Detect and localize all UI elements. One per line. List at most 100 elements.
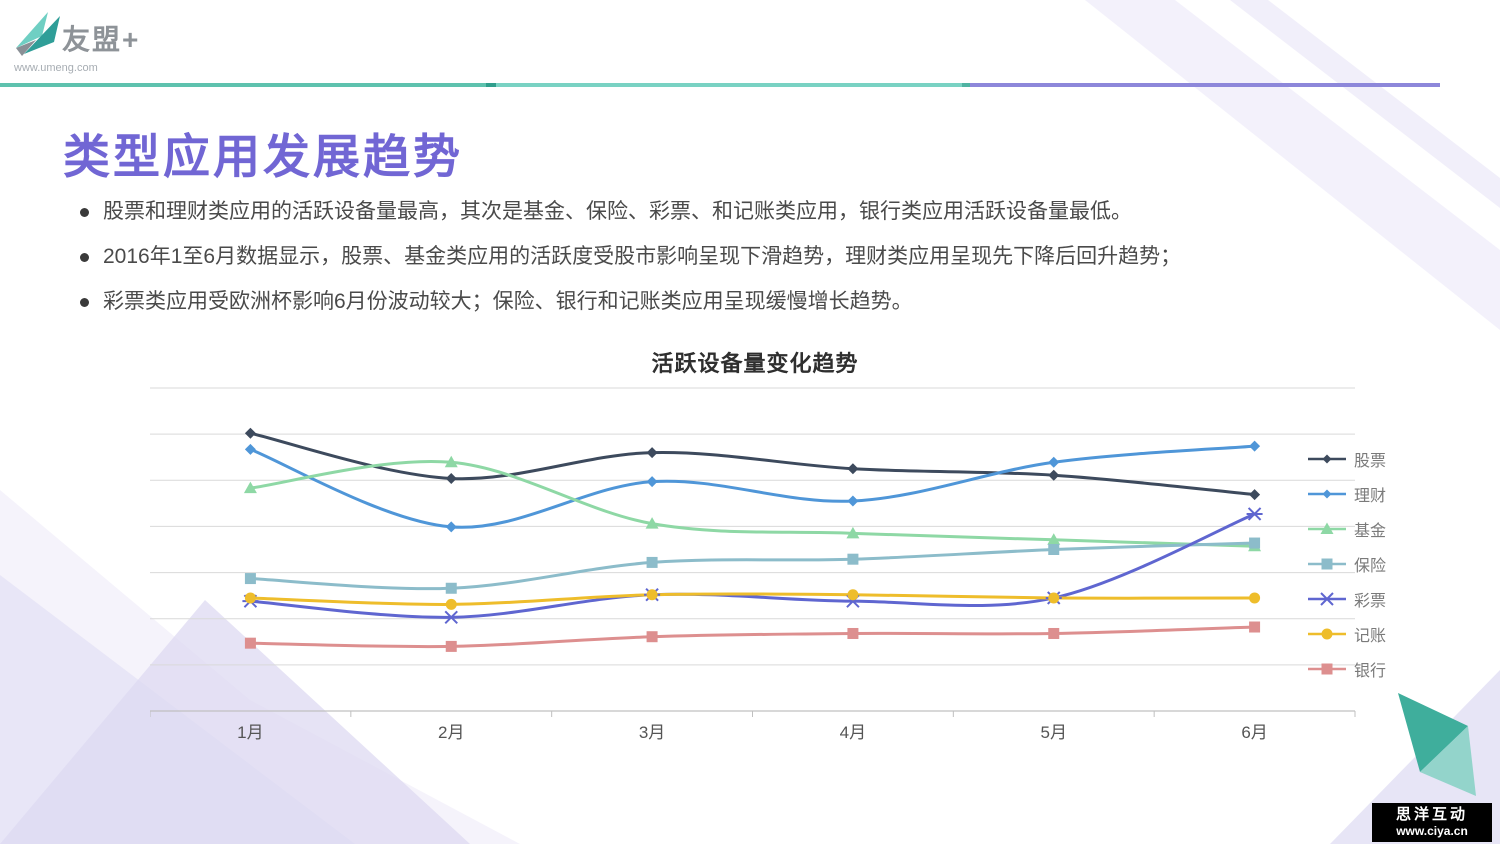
divider-joint-1 [486, 83, 496, 87]
marker-diamond [1322, 454, 1332, 464]
legend-marker-icon [1308, 558, 1346, 570]
divider-joint-2 [962, 83, 970, 87]
legend-item-保险: 保险 [1308, 553, 1386, 575]
marker-square [646, 631, 658, 643]
marker-circle [1321, 628, 1333, 640]
marker-x [1246, 507, 1263, 521]
marker-x [443, 610, 460, 625]
marker-square [1048, 627, 1060, 639]
x-axis-label: 1月 [237, 723, 263, 742]
marker-diamond [445, 521, 457, 533]
series-line-彩票 [248, 512, 1257, 619]
marker-circle [847, 589, 859, 601]
marker-square [1048, 544, 1060, 555]
marker-square [445, 582, 457, 594]
page-title: 类型应用发展趋势 [63, 130, 463, 183]
umeng-logo-url: www.umeng.com [14, 62, 98, 74]
series-line-基金 [248, 460, 1257, 548]
legend-item-基金: 基金 [1308, 518, 1386, 540]
series-line-保险 [248, 541, 1257, 591]
marker-diamond [847, 495, 859, 507]
x-axis-label: 4月 [840, 723, 866, 742]
legend-item-记账: 记账 [1308, 623, 1386, 645]
marker-circle [1048, 592, 1060, 604]
marker-triangle [1320, 522, 1334, 534]
legend-label: 彩票 [1354, 593, 1387, 610]
top-divider [0, 83, 1500, 87]
bullet-item: 2016年1至6月数据显示，股票、基金类应用的活跃度受股市影响呈现下滑趋势，理财… [80, 243, 1430, 271]
marker-square [847, 627, 859, 639]
marker-diamond [445, 472, 457, 484]
marker-square [1321, 663, 1333, 675]
legend-marker-icon [1308, 489, 1346, 499]
chart-title: 活跃设备量变化趋势 [651, 351, 859, 376]
legend-label: 理财 [1354, 488, 1387, 505]
marker-triangle [1047, 533, 1061, 545]
bullet-list: 股票和理财类应用的活跃设备量最高，其次是基金、保险、彩票、和记账类应用，银行类应… [80, 198, 1430, 333]
watermark-name: 思洋互动 [1395, 806, 1468, 823]
bullet-text: 彩票类应用受欧洲杯影响6月份波动较大；保险、银行和记账类应用呈现缓慢增长趋势。 [103, 290, 913, 313]
marker-diamond [1048, 456, 1060, 468]
chart-legend: 股票理财基金保险彩票记账银行 [1308, 448, 1386, 680]
marker-diamond [244, 427, 256, 439]
series-line-银行 [248, 625, 1257, 649]
marker-square [445, 640, 457, 652]
legend-label: 股票 [1354, 453, 1387, 470]
marker-triangle [444, 455, 458, 468]
umeng-logo-icon [16, 12, 60, 56]
umeng-logo-text: 友盟+ [62, 24, 141, 55]
x-axis-label: 5月 [1041, 723, 1067, 742]
legend-marker-icon [1308, 592, 1346, 606]
x-axis-label: 6月 [1241, 723, 1267, 742]
marker-square [1249, 537, 1261, 549]
marker-circle [244, 592, 256, 604]
marker-circle [445, 598, 457, 610]
marker-diamond [646, 476, 658, 488]
legend-marker-icon [1308, 628, 1346, 640]
legend-marker-icon [1308, 522, 1346, 534]
marker-square [1249, 621, 1261, 633]
marker-triangle [243, 481, 257, 494]
legend-label: 银行 [1354, 663, 1387, 680]
legend-item-彩票: 彩票 [1308, 588, 1386, 610]
legend-marker-icon [1308, 663, 1346, 675]
bullet-item: 股票和理财类应用的活跃设备量最高，其次是基金、保险、彩票、和记账类应用，银行类应… [80, 198, 1430, 226]
watermark-url: www.ciya.cn [1396, 824, 1468, 838]
bullet-item: 彩票类应用受欧洲杯影响6月份波动较大；保险、银行和记账类应用呈现缓慢增长趋势。 [80, 288, 1430, 316]
marker-diamond [847, 463, 859, 475]
marker-circle [646, 589, 658, 601]
marker-square [847, 553, 859, 565]
series-line-记账 [248, 592, 1257, 606]
legend-label: 记账 [1354, 628, 1387, 645]
legend-item-理财: 理财 [1308, 483, 1386, 505]
bullet-dot [80, 298, 89, 307]
marker-square [646, 556, 658, 568]
bullet-text: 股票和理财类应用的活跃设备量最高，其次是基金、保险、彩票、和记账类应用，银行类应… [103, 200, 1132, 223]
marker-diamond [1322, 489, 1332, 499]
legend-label: 基金 [1354, 523, 1387, 540]
line-chart: 1月 2月 3月 4月 5月 6月 [150, 387, 1356, 742]
divider-segment-teal [496, 83, 962, 87]
marker-diamond [1249, 489, 1261, 501]
marker-circle [1249, 592, 1261, 604]
bullet-text: 2016年1至6月数据显示，股票、基金类应用的活跃度受股市影响呈现下滑趋势，理财… [103, 245, 1182, 268]
marker-diamond [244, 443, 256, 455]
marker-square [244, 573, 256, 585]
umeng-logo [14, 8, 64, 67]
marker-x [1319, 592, 1335, 606]
marker-triangle [846, 526, 860, 539]
divider-segment-green [0, 83, 486, 87]
marker-square [1321, 558, 1333, 570]
legend-item-股票: 股票 [1308, 448, 1386, 470]
bullet-dot [80, 253, 89, 262]
series-line-股票 [248, 431, 1257, 497]
legend-marker-icon [1308, 454, 1346, 464]
legend-label: 保险 [1354, 558, 1387, 575]
marker-diamond [1048, 469, 1060, 481]
watermark: 思洋互动 www.ciya.cn [1372, 803, 1492, 842]
marker-diamond [646, 447, 658, 459]
divider-segment-purple [970, 83, 1440, 87]
x-axis-label: 3月 [639, 723, 665, 742]
marker-square [244, 637, 256, 649]
